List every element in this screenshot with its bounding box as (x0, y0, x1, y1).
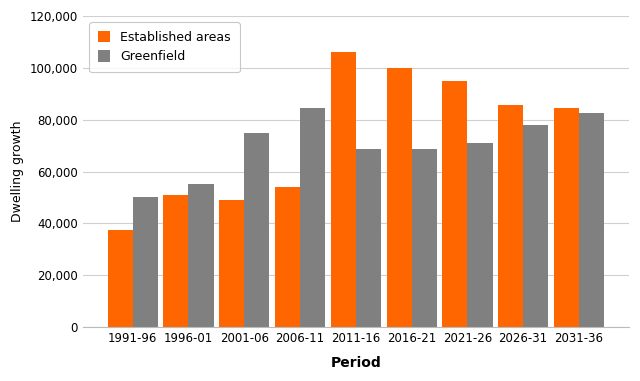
Bar (387, 68, 412, 327)
X-axis label: Period: Period (330, 356, 381, 370)
Bar (579, 113, 604, 327)
Bar (356, 149, 381, 327)
Bar (219, 200, 244, 327)
Legend: Established areas, Greenfield: Established areas, Greenfield (89, 22, 239, 72)
Bar (275, 187, 300, 327)
Bar (523, 125, 548, 327)
Bar (331, 52, 356, 327)
Bar (300, 108, 325, 327)
Bar (189, 184, 214, 327)
Bar (412, 149, 436, 327)
Bar (498, 106, 523, 327)
Bar (442, 81, 467, 327)
Bar (163, 195, 189, 327)
Y-axis label: Dwelling growth: Dwelling growth (11, 121, 24, 222)
Bar (132, 197, 158, 327)
Bar (554, 108, 579, 327)
Bar (108, 230, 132, 327)
Bar (244, 133, 269, 327)
Bar (467, 143, 493, 327)
